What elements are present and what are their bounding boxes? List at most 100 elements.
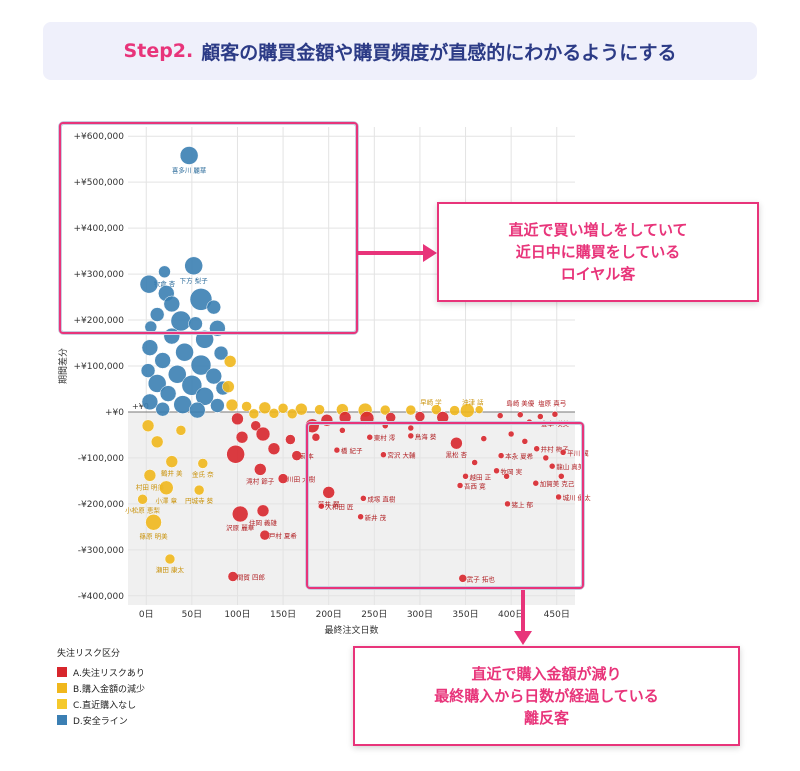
x-tick-label: 0日 (139, 609, 154, 620)
data-label: 早崎 学 (420, 398, 442, 407)
y-tick-label: +¥0 (105, 408, 124, 418)
data-point (141, 419, 155, 432)
x-tick-label: 200日 (316, 609, 342, 620)
data-point (277, 473, 289, 484)
data-point (414, 411, 426, 422)
data-point (147, 374, 167, 393)
data-label: 宮沢 大輔 (387, 451, 416, 460)
step-label: Step2. (123, 40, 194, 62)
legend-item: A.失注リスクあり (57, 664, 145, 680)
legend-swatch (57, 683, 67, 693)
data-point (521, 438, 529, 445)
data-label: 藤井 翼 (318, 499, 340, 508)
data-point (189, 401, 206, 419)
data-point (231, 505, 249, 523)
data-point (158, 265, 171, 279)
data-label: 吾西 寛 (464, 482, 486, 491)
data-point (480, 435, 488, 442)
y-tick-label: +¥100,000 (74, 362, 125, 372)
y-tick-label: +¥600,000 (74, 132, 125, 142)
data-label: 沖津 話 (462, 398, 484, 407)
y-tick-label: -¥300,000 (78, 546, 124, 556)
loyal-callout-line: 直近で買い増しをしていて (508, 221, 688, 239)
x-tick-label: 250日 (361, 609, 387, 620)
data-point (407, 424, 415, 432)
plot-area-negative (128, 411, 575, 605)
data-label: 平川 翼 (567, 449, 589, 457)
y-tick-label: +¥200,000 (74, 316, 125, 326)
data-point (537, 413, 544, 420)
data-point (551, 411, 559, 418)
data-point (188, 316, 203, 331)
data-point (339, 427, 346, 434)
data-label: 武子 拓也 (467, 574, 496, 583)
loyal-callout-line: 近日中に購買をしている (515, 243, 681, 261)
data-point (517, 411, 524, 418)
legend-swatch (57, 715, 67, 725)
y-tick-label: -¥400,000 (78, 592, 124, 602)
data-point (140, 363, 156, 378)
y-tick-label: -¥100,000 (78, 454, 124, 464)
data-point (385, 412, 396, 423)
page-header: Step2. 顧客の購買金額や購買頻度が直感的にわかるようにする (43, 22, 757, 80)
churn-callout-line: 最終購入から日数が経過している (434, 687, 659, 705)
legend-item: B.購入金額の減少 (57, 680, 145, 696)
data-point (213, 345, 229, 361)
data-label: 下方 梨子 (180, 276, 209, 285)
data-point (168, 365, 187, 384)
data-point (258, 401, 272, 415)
zero-line-label: +¥0 (132, 402, 149, 411)
data-point (456, 482, 464, 489)
x-tick-label: 400日 (498, 609, 524, 620)
data-label: 井村 梅子 (541, 445, 570, 454)
legend-swatch (57, 667, 67, 677)
data-point (285, 434, 296, 445)
x-axis-title: 最終注文日数 (324, 624, 378, 636)
data-point (222, 380, 235, 393)
data-label: 城川 優太 (563, 493, 592, 502)
data-point (210, 398, 225, 413)
x-tick-label: 450日 (544, 609, 570, 620)
data-point (458, 574, 468, 583)
data-point (462, 473, 469, 480)
data-point (248, 408, 260, 420)
data-point (277, 403, 289, 414)
data-point (311, 432, 321, 442)
chart-legend: 失注リスク区分 A.失注リスクあり B.購入金額の減少 C.直近購入なし D.安… (57, 646, 145, 728)
data-point (227, 571, 239, 582)
data-point (139, 274, 159, 294)
y-tick-label: +¥500,000 (74, 178, 125, 188)
data-point (164, 553, 176, 565)
churn-region-box (306, 422, 584, 589)
data-point (474, 405, 484, 414)
data-point (173, 395, 192, 414)
data-point (197, 458, 209, 469)
data-point (259, 529, 271, 541)
x-tick-label: 350日 (452, 609, 478, 620)
data-point (360, 495, 367, 502)
data-label: 本永 夏希 (505, 452, 534, 461)
data-point (231, 412, 244, 426)
data-point (163, 295, 181, 313)
data-point (250, 420, 261, 431)
data-point (205, 367, 223, 385)
data-point (449, 405, 460, 416)
data-label: 篠原 明美 (140, 531, 169, 540)
data-point (493, 467, 500, 475)
legend-label: C.直近購入なし (73, 700, 137, 711)
data-point (533, 445, 540, 452)
data-point (175, 342, 194, 362)
data-point (555, 493, 562, 501)
legend-title: 失注リスク区分 (57, 649, 121, 659)
data-point (159, 480, 174, 496)
loyal-callout-line: ロイヤル客 (560, 265, 636, 283)
data-label: 瀬田 康太 (156, 565, 185, 574)
data-point (314, 404, 325, 415)
data-point (193, 484, 205, 496)
data-point (366, 433, 373, 441)
data-point (149, 307, 165, 322)
data-point (159, 385, 177, 402)
data-label: 住岡 義雄 (249, 518, 278, 527)
data-point (318, 502, 325, 510)
